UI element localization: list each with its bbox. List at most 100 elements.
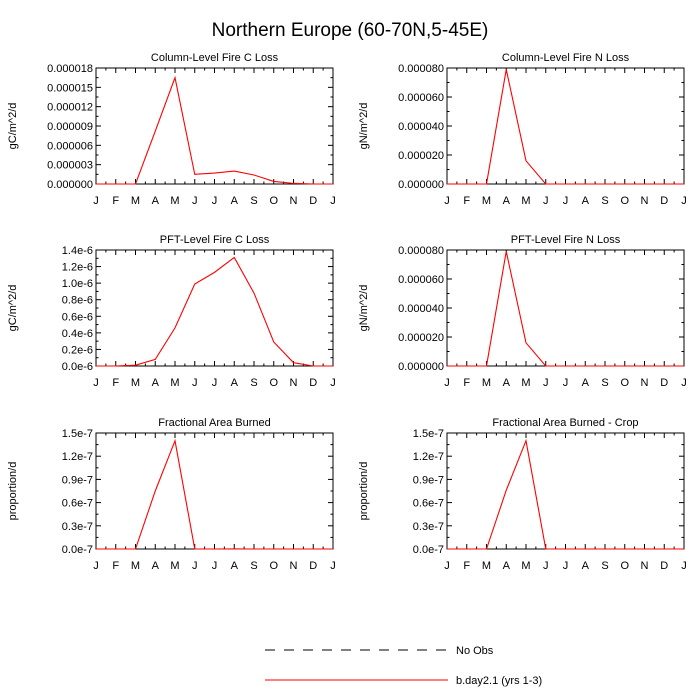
x-tick-label: A [231, 560, 239, 572]
x-tick-label: A [231, 377, 239, 389]
y-tick-label: 0.000080 [398, 245, 444, 257]
legend: No Obs b.day2.1 (yrs 1-3) [265, 645, 542, 687]
y-tick-label: 0.6e-7 [62, 498, 93, 510]
x-tick-label: A [582, 195, 590, 207]
x-tick-label: M [521, 560, 530, 572]
plot-frame [446, 432, 685, 550]
x-tick-label: J [444, 377, 450, 389]
x-tick-label: A [582, 377, 590, 389]
y-axis-label: proportion/d [7, 462, 19, 521]
y-axis-label: proportion/d [358, 462, 370, 521]
panel-title: Fractional Area Burned [158, 417, 271, 429]
x-tick-label: J [444, 195, 450, 207]
x-tick-label: J [192, 560, 198, 572]
y-tick-label: 1.5e-7 [413, 428, 444, 440]
panel-title: PFT-Level Fire C Loss [160, 234, 270, 246]
x-tick-label: F [112, 377, 119, 389]
x-tick-label: J [444, 560, 450, 572]
x-tick-label: F [463, 560, 470, 572]
x-tick-label: N [641, 377, 649, 389]
x-tick-label: J [212, 377, 218, 389]
x-tick-label: M [482, 377, 491, 389]
series-line [96, 256, 333, 367]
x-tick-label: S [601, 560, 608, 572]
x-tick-label: F [463, 377, 470, 389]
x-tick-label: D [660, 377, 668, 389]
x-tick-label: A [152, 195, 160, 207]
x-tick-label: O [269, 377, 278, 389]
x-tick-label: O [269, 560, 278, 572]
x-tick-label: J [563, 195, 569, 207]
y-tick-label: 0.6e-6 [62, 311, 93, 323]
x-tick-label: M [482, 195, 491, 207]
x-tick-label: D [309, 195, 317, 207]
x-tick-label: J [330, 560, 336, 572]
y-tick-label: 0.000060 [398, 92, 444, 104]
x-tick-label: D [309, 560, 317, 572]
series-line [447, 69, 684, 185]
x-tick-label: O [620, 377, 629, 389]
y-tick-label: 0.000020 [398, 332, 444, 344]
x-tick-label: O [620, 195, 629, 207]
x-tick-label: J [563, 560, 569, 572]
y-tick-label: 0.2e-6 [62, 344, 93, 356]
x-tick-label: J [330, 377, 336, 389]
x-tick-label: J [681, 560, 687, 572]
y-axis-label: gN/m^2/d [358, 103, 370, 150]
x-tick-label: J [681, 377, 687, 389]
y-tick-label: 0.0e-7 [413, 544, 444, 556]
x-tick-label: J [192, 377, 198, 389]
x-tick-label: N [290, 560, 298, 572]
figure-title: Northern Europe (60-70N,5-45E) [212, 20, 489, 41]
x-tick-label: S [250, 195, 257, 207]
y-tick-label: 0.000080 [398, 63, 444, 75]
x-tick-label: F [112, 195, 119, 207]
panel-title: PFT-Level Fire N Loss [511, 234, 621, 246]
x-tick-label: M [482, 560, 491, 572]
y-tick-label: 1.0e-6 [62, 278, 93, 290]
x-tick-label: A [582, 560, 590, 572]
panel-title: Fractional Area Burned - Crop [492, 417, 638, 429]
x-tick-label: M [170, 377, 179, 389]
y-tick-label: 1.2e-7 [413, 451, 444, 463]
y-tick-label: 0.000006 [47, 140, 93, 152]
y-axis-label: gC/m^2/d [7, 103, 19, 150]
x-tick-label: M [131, 377, 140, 389]
x-tick-label: A [503, 377, 511, 389]
y-tick-label: 0.000000 [398, 361, 444, 373]
x-tick-label: N [290, 195, 298, 207]
legend-model-label: b.day2.1 (yrs 1-3) [456, 675, 542, 687]
y-tick-label: 1.2e-7 [62, 451, 93, 463]
plot-frame [95, 67, 334, 185]
x-tick-label: D [309, 377, 317, 389]
y-tick-label: 0.3e-7 [413, 521, 444, 533]
x-tick-label: N [641, 560, 649, 572]
y-tick-label: 0.000020 [398, 150, 444, 162]
x-tick-label: J [93, 377, 99, 389]
y-tick-label: 0.000018 [47, 63, 93, 75]
series-line [447, 438, 684, 550]
x-tick-label: N [641, 195, 649, 207]
x-tick-label: J [543, 560, 549, 572]
x-tick-label: J [212, 560, 218, 572]
panel-title: Column-Level Fire N Loss [502, 52, 630, 64]
x-tick-label: J [543, 377, 549, 389]
plot-frame [95, 249, 334, 367]
y-tick-label: 0.000040 [398, 121, 444, 133]
x-tick-label: J [681, 195, 687, 207]
x-tick-label: J [212, 195, 218, 207]
y-tick-label: 0.000000 [47, 179, 93, 191]
series-line [96, 75, 333, 185]
y-tick-label: 0.0e-6 [62, 361, 93, 373]
x-tick-label: N [290, 377, 298, 389]
y-tick-label: 0.6e-7 [413, 498, 444, 510]
y-tick-label: 1.2e-6 [62, 262, 93, 274]
x-tick-label: A [503, 195, 511, 207]
panel-6: Fractional Area Burned - Crop proportion/… [358, 417, 687, 572]
plot-frame [446, 67, 685, 185]
